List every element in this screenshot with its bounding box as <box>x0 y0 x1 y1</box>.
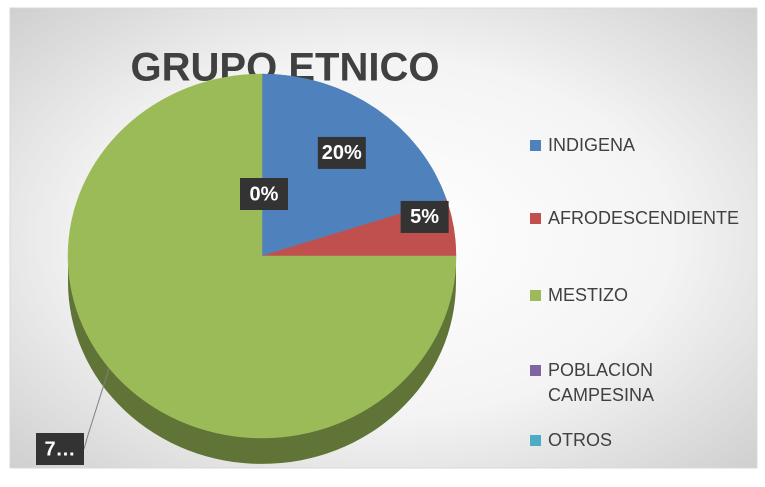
legend-swatch <box>530 365 541 376</box>
legend-label: POBLACION CAMPESINA <box>548 360 654 405</box>
data-label: 0% <box>250 183 279 205</box>
data-label-box <box>240 178 288 210</box>
legend-swatch <box>530 435 541 446</box>
data-label: 7… <box>44 438 75 460</box>
legend: INDIGENA AFRODESCENDIENTE MESTIZO POBLACION… <box>530 135 739 450</box>
legend-swatch <box>530 290 541 301</box>
legend-label: INDIGENA <box>548 135 635 155</box>
legend-swatch <box>530 140 541 151</box>
data-label-box <box>400 200 449 233</box>
data-labels: 20% 5% 7… 0% <box>36 136 449 465</box>
data-label-box <box>317 136 366 169</box>
legend-label: OTROS <box>548 430 612 450</box>
legend-label: MESTIZO <box>548 285 628 305</box>
legend-swatch <box>530 213 541 224</box>
leader-line <box>83 367 110 450</box>
data-label-box <box>36 433 84 465</box>
data-label: 5% <box>410 206 439 228</box>
legend-label: AFRODESCENDIENTE <box>548 208 739 228</box>
pie <box>67 73 457 464</box>
pie-slice <box>67 73 457 439</box>
data-label: 20% <box>322 142 362 164</box>
